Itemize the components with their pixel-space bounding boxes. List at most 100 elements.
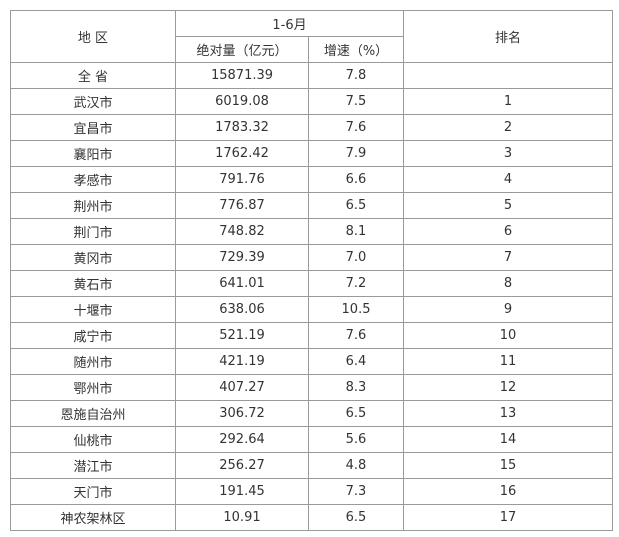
table-cell: 15 — [403, 452, 614, 479]
table-cell: 729.39 — [175, 244, 309, 271]
table-row: 十堰市 638.06 10.5 9 — [10, 296, 614, 323]
table-row: 全 省 15871.39 7.8 — [10, 62, 614, 89]
table-row: 随州市 421.19 6.4 11 — [10, 348, 614, 375]
table-cell: 潜江市 — [10, 452, 176, 479]
table-cell: 1762.42 — [175, 140, 309, 167]
table-cell: 荆门市 — [10, 218, 176, 245]
table-cell: 4.8 — [307, 452, 405, 479]
header-cell: 排名 — [403, 10, 614, 63]
table-body: 地 区 1-6月 排名 绝对量（亿元） 增速（%） 全 省 15871.39 7.8… — [10, 10, 614, 531]
table-cell — [403, 62, 614, 89]
table-cell: 13 — [403, 400, 614, 427]
table-row: 武汉市 6019.08 7.5 1 — [10, 88, 614, 115]
table-cell: 随州市 — [10, 348, 176, 375]
header-row: 地 区 1-6月 排名 — [10, 10, 614, 63]
header-cell: 1-6月 — [174, 10, 405, 37]
table-cell: 6.5 — [307, 504, 405, 531]
table-cell: 黄石市 — [10, 270, 176, 297]
table-cell: 3 — [403, 140, 614, 167]
table-cell: 791.76 — [175, 166, 309, 193]
table-cell: 9 — [403, 296, 614, 323]
table-row: 襄阳市 1762.42 7.9 3 — [10, 140, 614, 167]
table-cell: 306.72 — [175, 400, 309, 427]
table-row: 咸宁市 521.19 7.6 10 — [10, 322, 614, 349]
table-cell: 16 — [403, 478, 614, 505]
table-cell: 2 — [403, 114, 614, 141]
table-cell: 10.91 — [175, 504, 309, 531]
table-cell: 5.6 — [307, 426, 405, 453]
table-cell: 8.1 — [307, 218, 405, 245]
table-cell: 天门市 — [10, 478, 176, 505]
table-row: 潜江市 256.27 4.8 15 — [10, 452, 614, 479]
table-row: 仙桃市 292.64 5.6 14 — [10, 426, 614, 453]
table-cell: 10.5 — [307, 296, 405, 323]
table-cell: 宜昌市 — [10, 114, 176, 141]
table-cell: 11 — [403, 348, 614, 375]
table-cell: 292.64 — [175, 426, 309, 453]
table-row: 鄂州市 407.27 8.3 12 — [10, 374, 614, 401]
table-cell: 521.19 — [175, 322, 309, 349]
table-cell: 17 — [403, 504, 614, 531]
table-cell: 641.01 — [175, 270, 309, 297]
table-cell: 7.9 — [307, 140, 405, 167]
table-cell: 仙桃市 — [10, 426, 176, 453]
table-cell: 12 — [403, 374, 614, 401]
header-cell: 绝对量（亿元） — [175, 36, 309, 63]
table-cell: 6 — [403, 218, 614, 245]
table-cell: 7.6 — [307, 114, 405, 141]
table-cell: 6.5 — [307, 400, 405, 427]
table-cell: 4 — [403, 166, 614, 193]
table-cell: 421.19 — [175, 348, 309, 375]
table-cell: 7.8 — [307, 62, 405, 89]
table-row: 黄冈市 729.39 7.0 7 — [10, 244, 614, 271]
table-cell: 7.3 — [307, 478, 405, 505]
table-cell: 7.2 — [307, 270, 405, 297]
table-cell: 7 — [403, 244, 614, 271]
table-cell: 15871.39 — [175, 62, 309, 89]
table-cell: 5 — [403, 192, 614, 219]
table-row: 宜昌市 1783.32 7.6 2 — [10, 114, 614, 141]
table-cell: 武汉市 — [10, 88, 176, 115]
table-cell: 咸宁市 — [10, 322, 176, 349]
table-cell: 6019.08 — [175, 88, 309, 115]
table-cell: 8.3 — [307, 374, 405, 401]
table-row: 荆门市 748.82 8.1 6 — [10, 218, 614, 245]
table-cell: 8 — [403, 270, 614, 297]
table-cell: 7.6 — [307, 322, 405, 349]
table-cell: 7.5 — [307, 88, 405, 115]
header-row: 绝对量（亿元） 增速（%） — [11, 36, 613, 63]
data-table: 地 区 1-6月 排名 绝对量（亿元） 增速（%） 全 省 15871.39 7.8… — [10, 10, 614, 531]
table-cell: 10 — [403, 322, 614, 349]
header-cell: 地 区 — [10, 10, 176, 63]
table-row: 神农架林区 10.91 6.5 17 — [10, 504, 614, 531]
table-cell: 全 省 — [10, 62, 176, 89]
table-cell: 恩施自治州 — [10, 400, 176, 427]
table-cell: 1 — [403, 88, 614, 115]
table-cell: 1783.32 — [175, 114, 309, 141]
table-cell: 407.27 — [175, 374, 309, 401]
table-cell: 638.06 — [175, 296, 309, 323]
header-cell: 增速（%） — [307, 36, 405, 63]
table-row: 天门市 191.45 7.3 16 — [10, 478, 614, 505]
table-row: 恩施自治州 306.72 6.5 13 — [10, 400, 614, 427]
table-cell: 6.4 — [307, 348, 405, 375]
table-cell: 776.87 — [175, 192, 309, 219]
table-cell: 荆州市 — [10, 192, 176, 219]
table-cell: 14 — [403, 426, 614, 453]
table-row: 孝感市 791.76 6.6 4 — [10, 166, 614, 193]
table-cell: 6.5 — [307, 192, 405, 219]
table-cell: 襄阳市 — [10, 140, 176, 167]
table-cell: 孝感市 — [10, 166, 176, 193]
table-cell: 748.82 — [175, 218, 309, 245]
table-cell: 191.45 — [175, 478, 309, 505]
table-cell: 鄂州市 — [10, 374, 176, 401]
table-row: 黄石市 641.01 7.2 8 — [10, 270, 614, 297]
table-cell: 7.0 — [307, 244, 405, 271]
table-cell: 十堰市 — [10, 296, 176, 323]
table-cell: 256.27 — [175, 452, 309, 479]
table-cell: 神农架林区 — [10, 504, 176, 531]
table-row: 荆州市 776.87 6.5 5 — [10, 192, 614, 219]
table-cell: 黄冈市 — [10, 244, 176, 271]
table-cell: 6.6 — [307, 166, 405, 193]
